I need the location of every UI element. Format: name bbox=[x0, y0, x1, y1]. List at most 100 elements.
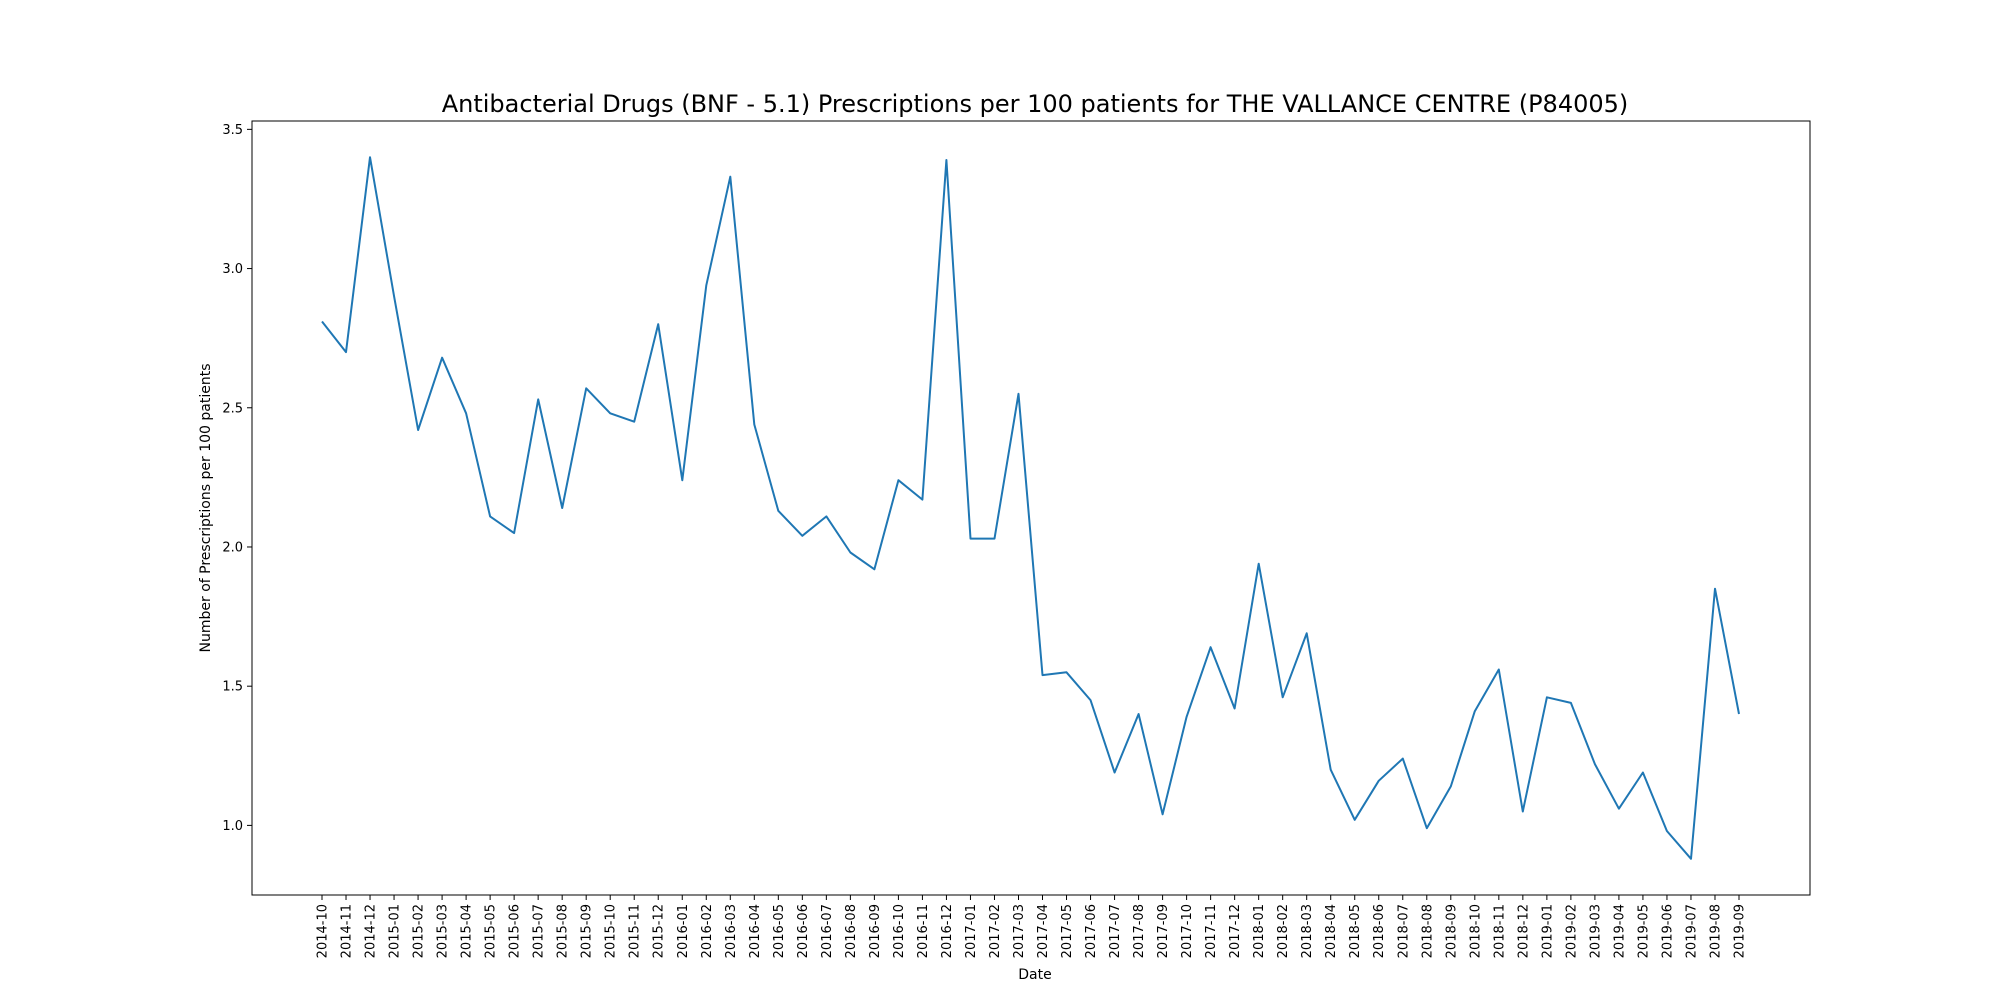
x-tick-label: 2015-01 bbox=[388, 904, 403, 958]
data-point bbox=[417, 429, 419, 431]
x-tick-label: 2018-10 bbox=[1468, 904, 1483, 958]
x-axis-label: Date bbox=[1018, 967, 1051, 983]
data-point bbox=[369, 156, 371, 158]
data-point bbox=[1090, 699, 1092, 701]
x-tick-label: 2018-03 bbox=[1300, 904, 1315, 958]
x-tick-label: 2015-08 bbox=[556, 904, 571, 958]
x-tick-label: 2017-02 bbox=[988, 904, 1003, 958]
y-tick-label: 3.5 bbox=[222, 123, 243, 138]
x-tick-label: 2018-09 bbox=[1444, 904, 1459, 958]
x-tick-label: 2017-11 bbox=[1204, 904, 1219, 958]
data-point bbox=[753, 423, 755, 425]
data-point bbox=[681, 479, 683, 481]
x-tick-label: 2015-04 bbox=[460, 904, 475, 958]
data-point bbox=[1378, 780, 1380, 782]
x-tick-label: 2018-02 bbox=[1276, 904, 1291, 958]
data-point bbox=[1426, 827, 1428, 829]
x-tick-label: 2015-11 bbox=[628, 904, 643, 958]
data-point bbox=[1522, 810, 1524, 812]
series-line bbox=[321, 156, 1740, 860]
x-tick-label: 2017-10 bbox=[1180, 904, 1195, 958]
data-point bbox=[825, 515, 827, 517]
data-point bbox=[561, 507, 563, 509]
x-tick-label: 2019-07 bbox=[1684, 904, 1699, 958]
x-tick-label: 2016-10 bbox=[892, 904, 907, 958]
data-point bbox=[1666, 830, 1668, 832]
data-point bbox=[705, 284, 707, 286]
x-tick-label: 2017-01 bbox=[964, 904, 979, 958]
x-tick-label: 2015-05 bbox=[484, 904, 499, 958]
x-tick-label: 2017-05 bbox=[1060, 904, 1075, 958]
x-tick-label: 2018-07 bbox=[1396, 904, 1411, 958]
data-point bbox=[1042, 674, 1044, 676]
data-point bbox=[1306, 632, 1308, 634]
plot-frame bbox=[251, 120, 1811, 896]
x-tick-label: 2016-03 bbox=[724, 904, 739, 958]
x-tick-label: 2015-06 bbox=[508, 904, 523, 958]
data-point bbox=[1642, 771, 1644, 773]
plot-area: 1.0 1.5 2.0 2.5 3.0 3.5 2014-10 2014-11 2014-12 2… bbox=[222, 120, 1811, 958]
data-point bbox=[1258, 563, 1260, 565]
data-point bbox=[1594, 763, 1596, 765]
x-tick-label: 2015-12 bbox=[652, 904, 667, 958]
x-tick-label: 2019-06 bbox=[1660, 904, 1675, 958]
data-point bbox=[993, 538, 995, 540]
data-point bbox=[1738, 713, 1740, 715]
y-tick-label: 1.0 bbox=[222, 819, 243, 834]
y-tick-label: 2.0 bbox=[222, 540, 243, 555]
data-point bbox=[897, 479, 899, 481]
x-tick-label: 2017-03 bbox=[1012, 904, 1027, 958]
data-point bbox=[657, 323, 659, 325]
x-tick-label: 2018-11 bbox=[1492, 904, 1507, 958]
data-point bbox=[1618, 808, 1620, 810]
x-tick-label: 2019-03 bbox=[1588, 904, 1603, 958]
data-point bbox=[1234, 707, 1236, 709]
x-tick-label: 2018-08 bbox=[1420, 904, 1435, 958]
x-tick-label: 2019-02 bbox=[1564, 904, 1579, 958]
data-point bbox=[1714, 588, 1716, 590]
data-point bbox=[801, 535, 803, 537]
x-tick-label: 2017-12 bbox=[1228, 904, 1243, 958]
x-tick-label: 2017-09 bbox=[1156, 904, 1171, 958]
data-point bbox=[1546, 696, 1548, 698]
x-tick-label: 2015-10 bbox=[604, 904, 619, 958]
x-tick-label: 2014-10 bbox=[316, 904, 331, 958]
x-tick-label: 2016-08 bbox=[844, 904, 859, 958]
data-point bbox=[1498, 668, 1500, 670]
x-tick-label: 2016-01 bbox=[676, 904, 691, 958]
x-tick-label: 2016-12 bbox=[940, 904, 955, 958]
data-point bbox=[945, 159, 947, 161]
x-tick-label: 2019-05 bbox=[1636, 904, 1651, 958]
x-tick-label: 2016-09 bbox=[868, 904, 883, 958]
x-tick-label: 2018-06 bbox=[1372, 904, 1387, 958]
x-tick-label: 2018-12 bbox=[1516, 904, 1531, 958]
x-tick-label: 2016-02 bbox=[700, 904, 715, 958]
data-point bbox=[849, 552, 851, 554]
x-tick-label: 2019-01 bbox=[1540, 904, 1555, 958]
data-point bbox=[1066, 671, 1068, 673]
x-tick-label: 2017-08 bbox=[1132, 904, 1147, 958]
x-tick-label: 2017-06 bbox=[1084, 904, 1099, 958]
data-point bbox=[393, 295, 395, 297]
x-tick-label: 2019-09 bbox=[1733, 904, 1748, 958]
x-tick-label: 2014-11 bbox=[340, 904, 355, 958]
x-tick-label: 2016-07 bbox=[820, 904, 835, 958]
x-tick-label: 2016-06 bbox=[796, 904, 811, 958]
x-tick-label: 2015-09 bbox=[580, 904, 595, 958]
x-tick-label: 2014-12 bbox=[364, 904, 379, 958]
data-point bbox=[441, 357, 443, 359]
y-tick-label: 3.0 bbox=[222, 262, 243, 277]
data-point bbox=[489, 515, 491, 517]
data-point bbox=[465, 412, 467, 414]
data-point bbox=[537, 398, 539, 400]
data-point bbox=[585, 387, 587, 389]
data-point bbox=[1474, 710, 1476, 712]
data-point bbox=[633, 421, 635, 423]
data-point bbox=[969, 538, 971, 540]
data-point bbox=[1114, 771, 1116, 773]
data-point bbox=[513, 532, 515, 534]
x-tick-label: 2018-01 bbox=[1252, 904, 1267, 958]
x-tick-label: 2015-03 bbox=[436, 904, 451, 958]
data-point bbox=[1570, 702, 1572, 704]
